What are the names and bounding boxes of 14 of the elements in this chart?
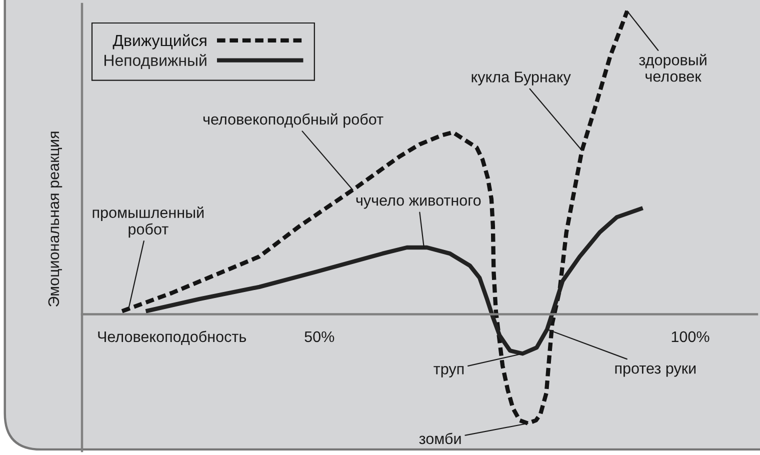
text: Движущийся: [112, 34, 206, 50]
annotation: человекоподобный робот: [203, 113, 384, 128]
x-tick-label: 50%: [304, 331, 334, 342]
annotation: труп: [434, 366, 464, 378]
annotation: чучело животного: [356, 197, 481, 209]
annotation: протез руки: [615, 365, 696, 377]
annotation: кукла Бурнаку: [472, 72, 571, 86]
x-axis-title: Человекоподобность: [98, 330, 246, 345]
annotation: зомби: [419, 432, 461, 444]
text: Неподвижный: [104, 54, 206, 70]
x-tick-label: 100%: [672, 331, 710, 342]
annotation: промышленный робот: [92, 206, 204, 238]
annotation: здоровый человек: [639, 54, 706, 82]
y-axis-title: Эмоциональная реакция: [48, 132, 62, 307]
